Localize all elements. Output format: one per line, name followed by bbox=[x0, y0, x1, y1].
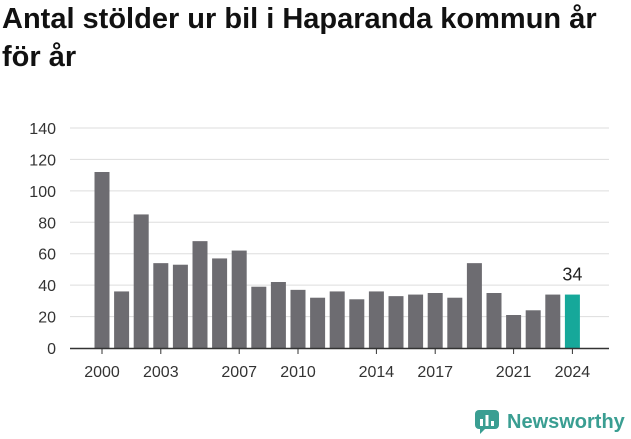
bar bbox=[408, 294, 424, 348]
y-tick-label: 140 bbox=[29, 121, 56, 138]
bar bbox=[231, 250, 247, 348]
newsworthy-logo-icon bbox=[475, 410, 499, 434]
bar bbox=[447, 297, 463, 348]
x-tick-label: 2000 bbox=[84, 364, 120, 381]
y-tick-label: 80 bbox=[38, 215, 56, 232]
bar bbox=[329, 291, 345, 348]
y-axis-ticks: 0 20 40 60 80 100 120 140 bbox=[29, 121, 56, 358]
bar bbox=[388, 296, 404, 348]
x-tick-label: 2021 bbox=[496, 364, 532, 381]
x-tick-label: 2003 bbox=[143, 364, 179, 381]
bar bbox=[349, 299, 365, 348]
x-tick-label: 2017 bbox=[417, 364, 453, 381]
x-tick-label: 2024 bbox=[555, 364, 591, 381]
bar bbox=[94, 172, 110, 348]
bar bbox=[506, 315, 522, 348]
x-tick-label: 2014 bbox=[359, 364, 395, 381]
y-tick-label: 20 bbox=[38, 310, 56, 327]
x-tick-label: 2007 bbox=[221, 364, 257, 381]
x-axis: 2000 2003 2007 2010 2014 2017 2021 2024 bbox=[70, 347, 609, 381]
data-labels: 34 bbox=[562, 265, 582, 285]
bar bbox=[545, 294, 561, 348]
bar bbox=[466, 263, 482, 348]
y-tick-label: 0 bbox=[47, 341, 56, 358]
bar bbox=[133, 214, 149, 348]
highlight-data-label: 34 bbox=[562, 265, 582, 285]
brand-logo: Newsworthy bbox=[474, 407, 625, 437]
bar bbox=[114, 291, 130, 348]
x-tick-label: 2010 bbox=[280, 364, 316, 381]
bar bbox=[310, 297, 326, 348]
y-tick-label: 40 bbox=[38, 278, 56, 295]
bar bbox=[172, 264, 188, 348]
bar bbox=[564, 294, 580, 348]
bar bbox=[270, 282, 286, 348]
gridlines bbox=[70, 127, 609, 318]
bar bbox=[427, 293, 443, 348]
bar bbox=[486, 293, 502, 348]
bar bbox=[525, 310, 541, 348]
bar bbox=[251, 286, 267, 348]
y-tick-label: 120 bbox=[29, 152, 56, 169]
chart-title: Antal stölder ur bil i Haparanda kommun … bbox=[2, 3, 597, 73]
bar bbox=[153, 263, 169, 348]
bar bbox=[368, 291, 384, 348]
bars bbox=[94, 172, 580, 348]
bar bbox=[212, 258, 228, 348]
y-tick-label: 100 bbox=[29, 184, 56, 201]
brand-name: Newsworthy bbox=[507, 410, 625, 433]
bar bbox=[192, 241, 208, 348]
y-tick-label: 60 bbox=[38, 247, 56, 264]
bar bbox=[290, 289, 306, 348]
